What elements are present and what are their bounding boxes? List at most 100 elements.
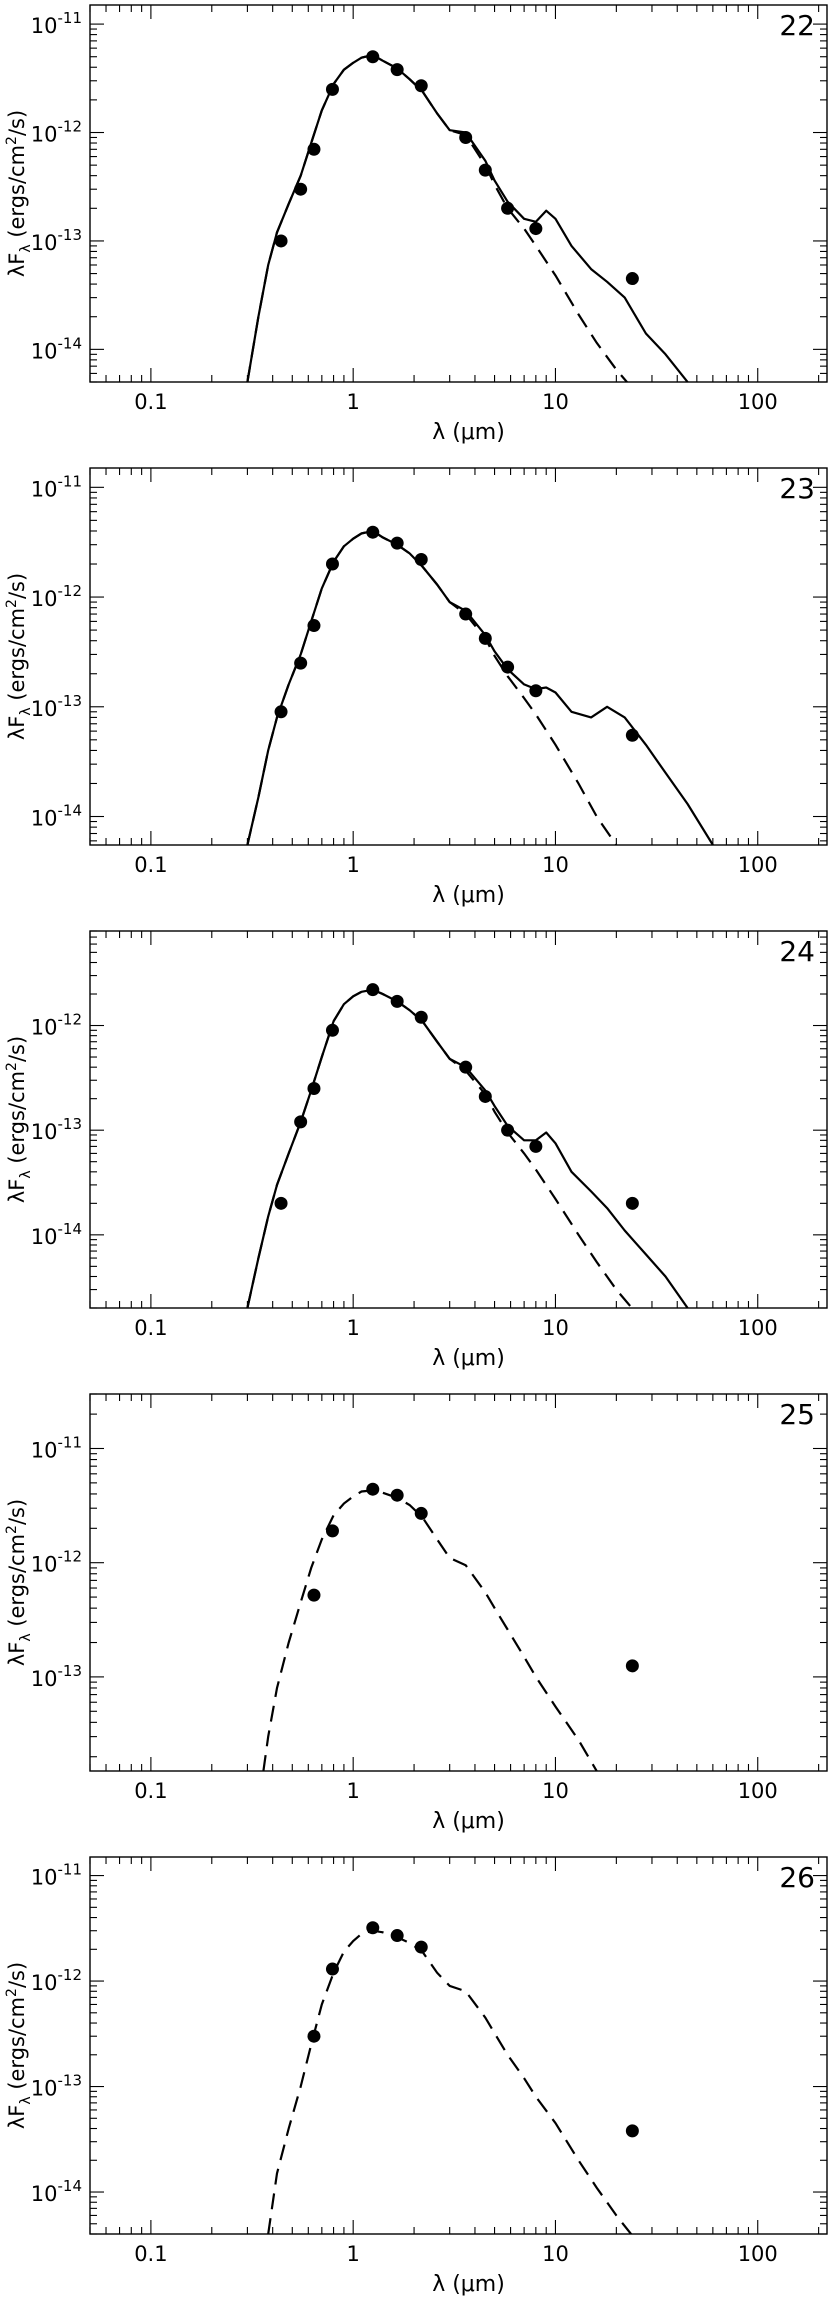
y-axis-label-part: /s) bbox=[5, 110, 29, 136]
y-tick-exponent: -14 bbox=[58, 334, 83, 352]
y-axis-label-part: λ bbox=[18, 244, 34, 252]
y-axis-label: λFλ (ergs/cm2/s) bbox=[4, 110, 34, 277]
y-tick-exponent: -13 bbox=[58, 1115, 83, 1133]
data-point bbox=[625, 1659, 639, 1673]
data-point bbox=[414, 1010, 428, 1024]
sed-panel-24: 0.1 1 10 100 10-12 10-13 10-14 λ (μm) λFλ (ergs/… bbox=[4, 930, 828, 1371]
y-axis-label-part: λF bbox=[5, 253, 29, 278]
model-disk-line bbox=[246, 529, 714, 845]
data-point bbox=[625, 728, 639, 742]
x-axis-label: λ (μm) bbox=[432, 1809, 505, 1834]
y-tick-label: 10-12 bbox=[31, 1966, 82, 1995]
data-point bbox=[307, 619, 321, 633]
data-point bbox=[307, 1588, 321, 1602]
x-tick-label: 1 bbox=[346, 2242, 359, 2266]
y-tick-exponent: -14 bbox=[58, 2177, 83, 2195]
y-tick-label: 10-14 bbox=[31, 1220, 82, 1249]
data-point bbox=[325, 1023, 339, 1037]
photosphere-line bbox=[262, 1489, 598, 1771]
data-point bbox=[325, 1524, 339, 1538]
y-axis-label-part: 2 bbox=[4, 599, 20, 608]
data-point bbox=[529, 684, 543, 698]
photosphere-line bbox=[246, 529, 618, 845]
data-point bbox=[625, 272, 639, 286]
data-point bbox=[274, 234, 288, 248]
y-tick-exponent: -11 bbox=[58, 9, 83, 27]
y-axis-label-part: (ergs/cm bbox=[5, 1997, 29, 2096]
y-axis-label-part: (ergs/cm bbox=[5, 1534, 29, 1633]
data-point bbox=[325, 557, 339, 571]
y-tick-label: 10-13 bbox=[31, 2072, 82, 2101]
y-tick-label: 10-11 bbox=[31, 9, 82, 38]
y-tick-label: 10-13 bbox=[31, 692, 82, 721]
data-point bbox=[529, 222, 543, 236]
y-tick-exponent: -12 bbox=[58, 1011, 83, 1029]
y-tick-label: 10-14 bbox=[31, 334, 82, 363]
data-point bbox=[501, 1123, 515, 1137]
y-axis-label-part: λ bbox=[18, 1633, 34, 1641]
y-axis-label-part: λF bbox=[5, 1179, 29, 1204]
y-axis-label: λFλ (ergs/cm2/s) bbox=[4, 1962, 34, 2129]
x-tick-label: 10 bbox=[542, 1779, 569, 1803]
data-point bbox=[325, 82, 339, 96]
data-point bbox=[390, 1488, 404, 1502]
y-axis-label: λFλ (ergs/cm2/s) bbox=[4, 1036, 34, 1203]
data-point bbox=[414, 552, 428, 566]
plot-area bbox=[267, 1921, 639, 2234]
x-tick-label: 100 bbox=[738, 390, 778, 414]
x-tick-label: 0.1 bbox=[134, 1316, 167, 1340]
x-tick-label: 10 bbox=[542, 853, 569, 877]
sed-panel-23: 0.1 1 10 100 10-11 10-12 10-13 10-14 λ (μm) λFλ (… bbox=[4, 467, 828, 908]
data-point bbox=[414, 1506, 428, 1520]
data-point bbox=[274, 1196, 288, 1210]
x-tick-label: 100 bbox=[738, 2242, 778, 2266]
photosphere-line bbox=[246, 53, 629, 382]
photosphere-line bbox=[267, 1929, 633, 2234]
y-axis-label-part: λ bbox=[18, 2096, 34, 2104]
data-point bbox=[307, 2029, 321, 2043]
y-tick-label: 10-13 bbox=[31, 226, 82, 255]
plot-frame bbox=[89, 930, 828, 1309]
y-axis-label: λFλ (ergs/cm2/s) bbox=[4, 1499, 34, 1666]
y-tick-label: 10-12 bbox=[31, 1548, 82, 1577]
y-tick-exponent: -11 bbox=[58, 1433, 83, 1451]
data-point bbox=[307, 1082, 321, 1096]
data-point bbox=[501, 660, 515, 674]
x-tick-label: 1 bbox=[346, 1316, 359, 1340]
plot-frame bbox=[89, 4, 828, 383]
y-axis-label-part: 2 bbox=[4, 1525, 20, 1534]
y-tick-exponent: -12 bbox=[58, 118, 83, 136]
data-point bbox=[366, 1482, 380, 1496]
x-tick-label: 0.1 bbox=[134, 2242, 167, 2266]
y-tick-exponent: -13 bbox=[58, 692, 83, 710]
y-axis-label-part: λ bbox=[18, 1170, 34, 1178]
y-axis-label-part: /s) bbox=[5, 1499, 29, 1525]
x-tick-label: 0.1 bbox=[134, 390, 167, 414]
data-point bbox=[529, 1139, 543, 1153]
data-point bbox=[501, 201, 515, 215]
y-tick-exponent: -11 bbox=[58, 472, 83, 490]
y-axis-label-part: /s) bbox=[5, 573, 29, 599]
plot-area bbox=[262, 1482, 639, 1771]
sed-panel-22: 0.1 1 10 100 10-11 10-12 10-13 10-14 λ (μm) λFλ (… bbox=[4, 4, 828, 445]
plot-frame bbox=[89, 467, 828, 846]
y-axis-label-part: /s) bbox=[5, 1036, 29, 1062]
data-point bbox=[625, 1196, 639, 1210]
x-tick-label: 1 bbox=[346, 390, 359, 414]
y-tick-label: 10-11 bbox=[31, 1861, 82, 1890]
data-point bbox=[390, 994, 404, 1008]
y-tick-exponent: -12 bbox=[58, 1548, 83, 1566]
model-disk-line bbox=[246, 53, 689, 382]
y-axis-label-part: 2 bbox=[4, 1988, 20, 1997]
data-point bbox=[274, 705, 288, 719]
x-axis-label: λ (μm) bbox=[432, 1346, 505, 1371]
y-tick-label: 10-14 bbox=[31, 802, 82, 831]
y-tick-exponent: -12 bbox=[58, 1966, 83, 1984]
y-axis-label-part: (ergs/cm bbox=[5, 1071, 29, 1170]
y-axis-label-part: (ergs/cm bbox=[5, 145, 29, 244]
x-tick-label: 1 bbox=[346, 1779, 359, 1803]
y-tick-label: 10-11 bbox=[31, 472, 82, 501]
x-tick-label: 100 bbox=[738, 1779, 778, 1803]
data-point bbox=[459, 607, 473, 621]
